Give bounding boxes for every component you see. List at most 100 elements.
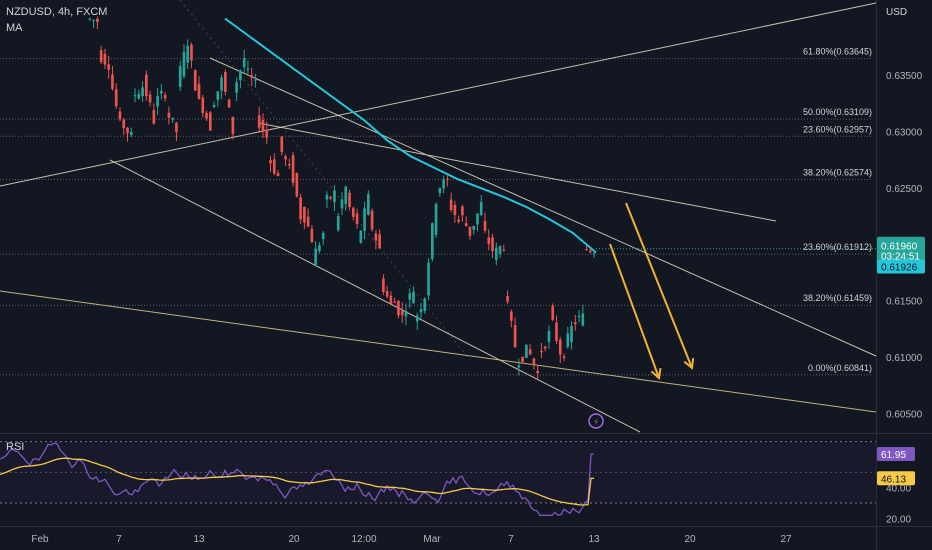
candle-body[interactable] <box>325 194 329 200</box>
candle-body[interactable] <box>363 208 366 231</box>
ma-legend[interactable]: MA <box>6 22 23 34</box>
lightning-marker-icon[interactable] <box>588 413 604 429</box>
candle-body[interactable] <box>160 90 163 94</box>
candle-body[interactable] <box>246 68 250 70</box>
candle-body[interactable] <box>231 116 235 135</box>
candle-body[interactable] <box>224 72 227 92</box>
candle-body[interactable] <box>235 82 238 93</box>
candle-body[interactable] <box>532 358 536 365</box>
time-tick-label[interactable]: Mar <box>423 534 441 545</box>
rising-trend-line[interactable] <box>0 2 877 187</box>
projection-arrows[interactable]: ⚡ <box>588 202 695 429</box>
candle-body[interactable] <box>122 119 126 129</box>
rsi-tick-label[interactable]: 20.00 <box>886 514 911 525</box>
candle-body[interactable] <box>555 322 558 341</box>
price-tick-label[interactable]: 0.63000 <box>886 127 923 138</box>
candle-body[interactable] <box>103 53 107 65</box>
candle-body[interactable] <box>472 225 476 230</box>
candle-body[interactable] <box>201 97 205 114</box>
price-tick-label[interactable]: 0.61500 <box>886 297 923 308</box>
candle-body[interactable] <box>92 20 95 22</box>
fibonacci-levels[interactable]: 61.80%(0.63645) 50.00%(0.63109) 23.60%(0.6… <box>0 47 872 376</box>
trend-lines[interactable] <box>0 2 877 433</box>
candle-body[interactable] <box>182 52 186 77</box>
candle-body[interactable] <box>99 50 103 62</box>
candle-body[interactable] <box>190 44 193 61</box>
price-tick-label[interactable]: 0.63500 <box>886 71 923 82</box>
candle-body[interactable] <box>250 75 254 78</box>
time-tick-label[interactable]: 27 <box>780 534 792 545</box>
candle-body[interactable] <box>88 18 92 20</box>
candle-body[interactable] <box>344 186 348 204</box>
candle-body[interactable] <box>434 203 438 235</box>
candle-body[interactable] <box>461 206 464 216</box>
time-tick-label[interactable]: 13 <box>588 534 600 545</box>
candle-body[interactable] <box>242 58 246 68</box>
rsi-tick-label[interactable]: 40.00 <box>886 484 911 495</box>
candle-body[interactable] <box>427 262 430 296</box>
candle-body[interactable] <box>562 356 566 359</box>
candle-body[interactable] <box>423 298 427 311</box>
candle-body[interactable] <box>412 291 415 304</box>
candle-body[interactable] <box>525 344 528 358</box>
candle-body[interactable] <box>370 210 374 230</box>
candle-body[interactable] <box>367 194 370 215</box>
candle-body[interactable] <box>197 83 201 99</box>
candle-body[interactable] <box>333 190 336 203</box>
price-tick-label[interactable]: 0.62500 <box>886 184 923 195</box>
candle-body[interactable] <box>442 179 445 189</box>
candle-body[interactable] <box>193 70 197 91</box>
time-tick-label[interactable]: 12:00 <box>351 534 376 545</box>
candle-body[interactable] <box>141 87 144 97</box>
candle-body[interactable] <box>491 237 494 252</box>
time-tick-label[interactable]: Feb <box>31 534 49 545</box>
candle-body[interactable] <box>592 253 596 255</box>
candle-body[interactable] <box>389 295 393 305</box>
candle-body[interactable] <box>543 346 547 349</box>
candle-body[interactable] <box>540 350 543 353</box>
candle-body[interactable] <box>510 311 513 321</box>
candle-body[interactable] <box>494 247 498 260</box>
candle-body[interactable] <box>528 349 532 355</box>
candle-body[interactable] <box>359 230 363 243</box>
candles[interactable] <box>88 16 596 380</box>
candle-body[interactable] <box>573 322 577 325</box>
candle-body[interactable] <box>310 228 314 243</box>
candle-body[interactable] <box>126 127 129 134</box>
candle-body[interactable] <box>585 249 588 251</box>
candle-body[interactable] <box>483 220 487 231</box>
candle-body[interactable] <box>118 111 122 120</box>
candle-body[interactable] <box>212 105 216 108</box>
candle-body[interactable] <box>446 178 449 180</box>
symbol-legend[interactable]: NZDUSD, 4h, FXCM <box>6 6 108 18</box>
candle-body[interactable] <box>167 112 171 118</box>
candle-body[interactable] <box>351 207 355 217</box>
candle-body[interactable] <box>430 223 434 259</box>
time-tick-label[interactable]: 20 <box>288 534 300 545</box>
candle-body[interactable] <box>449 199 453 210</box>
candle-body[interactable] <box>506 296 509 302</box>
candle-body[interactable] <box>254 79 257 81</box>
candle-body[interactable] <box>321 233 325 240</box>
candle-body[interactable] <box>145 74 148 97</box>
candle-body[interactable] <box>374 233 378 241</box>
candle-body[interactable] <box>156 95 159 107</box>
candle-body[interactable] <box>536 370 539 374</box>
candle-body[interactable] <box>303 207 306 223</box>
candle-body[interactable] <box>408 293 412 300</box>
candle-body[interactable] <box>329 196 333 199</box>
candle-body[interactable] <box>581 313 585 326</box>
candle-body[interactable] <box>205 112 208 119</box>
candle-body[interactable] <box>208 112 212 131</box>
candle-body[interactable] <box>479 202 483 216</box>
projection-arrow-left[interactable] <box>609 243 660 379</box>
candle-body[interactable] <box>385 290 389 297</box>
candle-body[interactable] <box>265 129 269 138</box>
candle-body[interactable] <box>464 223 468 227</box>
candle-body[interactable] <box>114 89 118 107</box>
candle-body[interactable] <box>547 330 551 342</box>
candle-body[interactable] <box>306 216 310 227</box>
candle-body[interactable] <box>378 234 381 249</box>
candle-body[interactable] <box>272 159 276 174</box>
